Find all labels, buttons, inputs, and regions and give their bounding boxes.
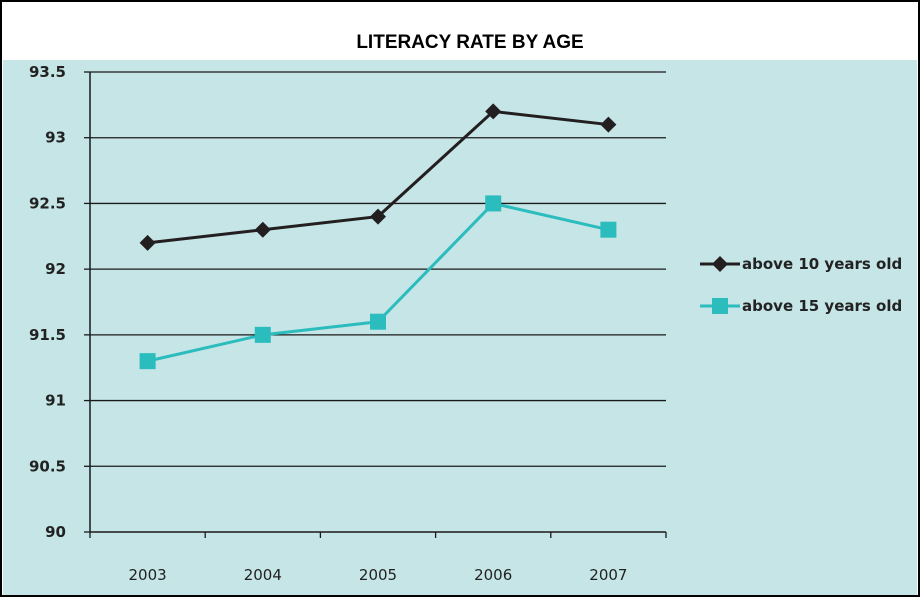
x-tick-label-0: 2003: [129, 566, 167, 584]
data-point-1-4: [600, 221, 617, 238]
chart-title: LITERACY RATE BY AGE: [356, 32, 583, 53]
y-tick-label-2: 91: [45, 392, 66, 410]
y-tick-label-1: 90.5: [29, 457, 66, 475]
data-point-1-2: [370, 313, 386, 330]
data-point-0-2: [370, 208, 386, 225]
legend-marker-1: [712, 298, 728, 314]
legend-item-0: above 10 years old: [700, 255, 902, 273]
data-point-0-0: [139, 234, 156, 251]
series: [139, 103, 617, 370]
data-point-0-4: [600, 116, 617, 133]
data-point-0-1: [254, 221, 271, 238]
x-tick-label-4: 2007: [589, 566, 627, 584]
legend-item-1: above 15 years old: [700, 297, 902, 315]
data-point-1-0: [139, 353, 156, 370]
y-tick-label-5: 92.5: [29, 194, 66, 212]
legend: above 10 years old above 15 years old: [700, 255, 902, 315]
data-point-1-1: [254, 326, 271, 343]
x-tick-label-2: 2005: [359, 566, 397, 584]
data-point-1-3: [485, 195, 502, 212]
series-1: [139, 195, 617, 370]
y-tick-label-3: 91.5: [29, 326, 66, 344]
series-0: [139, 103, 617, 251]
legend-label-0: above 10 years old: [742, 255, 902, 273]
y-tick-label-4: 92: [45, 260, 66, 278]
y-tick-label-6: 93: [45, 129, 66, 147]
gridlines: [90, 71, 666, 467]
x-tick-label-3: 2006: [474, 566, 512, 584]
y-tick-label-7: 93.5: [29, 63, 66, 81]
data-point-0-3: [485, 103, 502, 120]
plot-background: [3, 60, 917, 595]
y-tick-label-0: 90: [45, 523, 66, 541]
x-tick-label-1: 2004: [244, 566, 282, 584]
legend-marker-0: [712, 256, 728, 272]
axes: 90 90.5 91 91.5 92 92.5 93 93.5 2003 2004 2005 2006…: [29, 63, 667, 584]
legend-label-1: above 15 years old: [742, 297, 902, 315]
